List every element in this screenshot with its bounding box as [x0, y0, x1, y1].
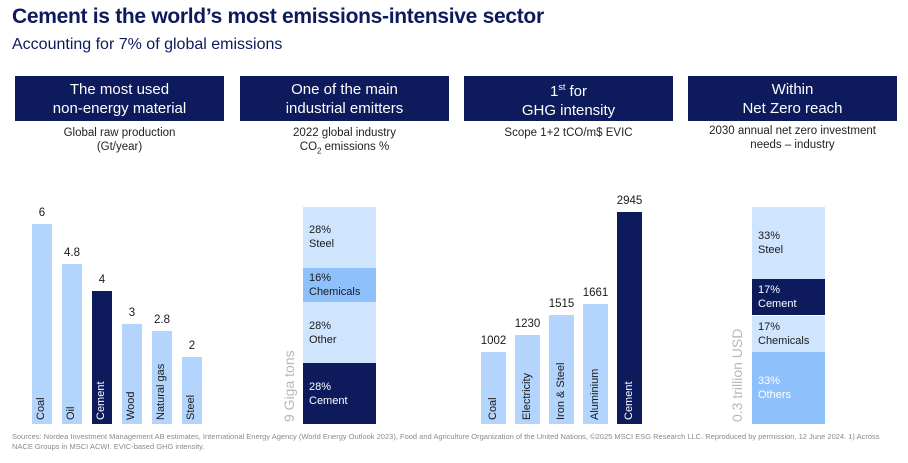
production-bar-steel: [182, 357, 202, 424]
emissions-segment-label-chemicals: 16% Chemicals: [309, 271, 360, 299]
production-bar-wood: [122, 324, 142, 424]
intensity-bar-cement: [617, 212, 642, 424]
emissions-segment-percent-steel: 28%: [309, 224, 332, 237]
panel-1-header-line-1: The most used: [69, 80, 170, 98]
panel-1-subtitle-line-1: Global raw production: [63, 127, 176, 139]
intensity-value-label-electricity: 1230: [514, 318, 541, 331]
production-value-label-natural-gas: 2.8: [154, 313, 170, 326]
investment-segment-name-steel: Steel: [758, 243, 784, 256]
intensity-value-label-coal: 1002: [480, 334, 507, 347]
production-bar-oil: [62, 264, 82, 424]
page-subtitle: Accounting for 7% of global emissions: [12, 36, 283, 53]
production-bar-coal: [32, 224, 52, 424]
investment-segment-label-others: 33% Others: [758, 374, 791, 402]
panel-2-header-line-2: industrial emitters: [285, 99, 404, 117]
production-category-label-natural-gas: Natural gas: [155, 363, 167, 420]
production-value-label-oil: 4.8: [64, 247, 80, 259]
panel-1-header: The most used non-energy material: [15, 76, 224, 121]
investment-segment-name-others: Others: [758, 389, 792, 402]
panel-2-subtitle-line-2: CO2 emissions %: [240, 140, 449, 158]
panel-2-subtitle: 2022 global industry CO2 emissions %: [240, 126, 449, 158]
panel-4-subtitle-line-1: 2030 annual net zero investment: [709, 125, 876, 137]
investment-segment-label-chemicals: 17% Chemicals: [758, 320, 809, 348]
co2-text: CO: [299, 141, 318, 153]
production-value-label-cement: 4: [98, 273, 106, 286]
emissions-segment-name-cement: Cement: [309, 394, 348, 407]
intensity-category-label-cement: Cement: [622, 381, 635, 420]
panel-4-subtitle: 2030 annual net zero investment needs – …: [688, 124, 897, 152]
panel-4-header: Within Net Zero reach: [688, 76, 897, 121]
intensity-bar-electricity: [515, 335, 540, 424]
intensity-category-label-coal: Coal: [486, 397, 499, 420]
intensity-bar-iron-steel: [549, 314, 574, 424]
co2-subscript: 2: [317, 146, 322, 156]
intensity-value-label-iron-steel: 1515: [548, 297, 575, 310]
panel-3-subtitle-line-1: Scope 1+2 tCO/m$ EVIC: [504, 127, 633, 139]
intensity-value-label-cement: 2945: [616, 195, 643, 207]
panel-3-header-line-1: 1st for: [464, 78, 673, 101]
panel-4-header-line-2: Net Zero reach: [742, 99, 843, 117]
emissions-segment-percent-cement: 28%: [309, 380, 332, 393]
emissions-segment-name-other: Other: [309, 333, 337, 346]
panel-2-subtitle-line-1: 2022 global industry: [293, 127, 396, 139]
panel-4-subtitle-line-2: needs – industry: [750, 139, 835, 151]
emissions-segment-percent-chemicals: 16%: [309, 272, 332, 285]
production-category-label-steel: Steel: [185, 394, 197, 420]
panel-4-header-line-1: Within: [771, 80, 814, 98]
production-category-label-wood: Wood: [125, 391, 137, 420]
investment-segment-label-cement: 17% Cement: [758, 283, 797, 311]
emissions-text: emissions %: [321, 141, 390, 153]
emissions-segment-percent-other: 28%: [309, 319, 332, 332]
panel-2-header-line-1: One of the main: [291, 80, 398, 98]
intensity-bar-aluminium: [583, 304, 608, 424]
page-title: Cement is the world’s most emissions-int…: [12, 5, 544, 28]
production-value-label-wood: 3: [128, 307, 136, 319]
investment-segment-percent-steel: 33%: [758, 229, 781, 242]
footnote: Sources: Nordea Investment Management AB…: [12, 432, 880, 451]
investment-segment-steel: [752, 207, 825, 279]
investment-segment-percent-chemicals: 17%: [758, 320, 781, 333]
emissions-segment-other: [303, 302, 376, 364]
panel-3-header: 1st for GHG intensity: [464, 76, 673, 121]
intensity-category-label-aluminium: Aluminium: [588, 368, 601, 420]
investment-segment-percent-cement: 17%: [758, 284, 781, 297]
investment-segment-percent-others: 33%: [758, 375, 781, 388]
production-category-label-coal: Coal: [35, 397, 47, 420]
header-ordinal: 1: [549, 82, 559, 100]
investment-segment-label-steel: 33% Steel: [758, 229, 783, 257]
emissions-segment-steel: [303, 207, 376, 268]
production-category-label-cement: Cement: [95, 381, 107, 420]
header-ordinal-suffix: st: [558, 81, 566, 92]
panel-3-header-line-2: GHG intensity: [521, 101, 616, 119]
production-bar-natural-gas: [152, 330, 172, 424]
investment-segment-others: [752, 352, 825, 424]
intensity-value-label-aluminium: 1661: [582, 287, 609, 300]
emissions-segment-label-steel: 28% Steel: [309, 223, 334, 251]
investment-segment-name-chemicals: Chemicals: [758, 334, 810, 347]
emissions-segment-name-chemicals: Chemicals: [309, 286, 361, 299]
intensity-category-label-iron-steel: Iron & Steel: [554, 362, 567, 420]
investment-segment-name-cement: Cement: [758, 298, 797, 311]
emissions-segment-label-other: 28% Other: [309, 319, 337, 347]
panel-2-side-label: 9 Giga tons: [281, 350, 297, 422]
production-value-label-steel: 2: [188, 340, 196, 353]
production-value-label-coal: 6: [38, 207, 46, 219]
investment-segment-cement: [752, 278, 825, 316]
panel-4-side-label: 0.3 trillion USD: [729, 328, 745, 422]
emissions-segment-cement: [303, 363, 376, 424]
panel-3-subtitle: Scope 1+2 tCO/m$ EVIC: [464, 126, 673, 140]
panel-1-subtitle-line-2: (Gt/year): [96, 141, 143, 153]
production-category-label-oil: Oil: [65, 406, 77, 420]
investment-segment-chemicals: [752, 315, 825, 353]
header-for: for: [565, 82, 588, 100]
panel-2-header: One of the main industrial emitters: [240, 76, 449, 121]
intensity-category-label-electricity: Electricity: [520, 372, 533, 420]
panel-1-header-line-2: non-energy material: [52, 99, 187, 117]
emissions-segment-chemicals: [303, 267, 376, 303]
panel-1-subtitle: Global raw production (Gt/year): [15, 126, 224, 154]
emissions-segment-name-steel: Steel: [309, 238, 335, 251]
emissions-segment-label-cement: 28% Cement: [309, 380, 348, 408]
intensity-bar-coal: [481, 351, 506, 424]
production-bar-cement: [92, 290, 112, 424]
